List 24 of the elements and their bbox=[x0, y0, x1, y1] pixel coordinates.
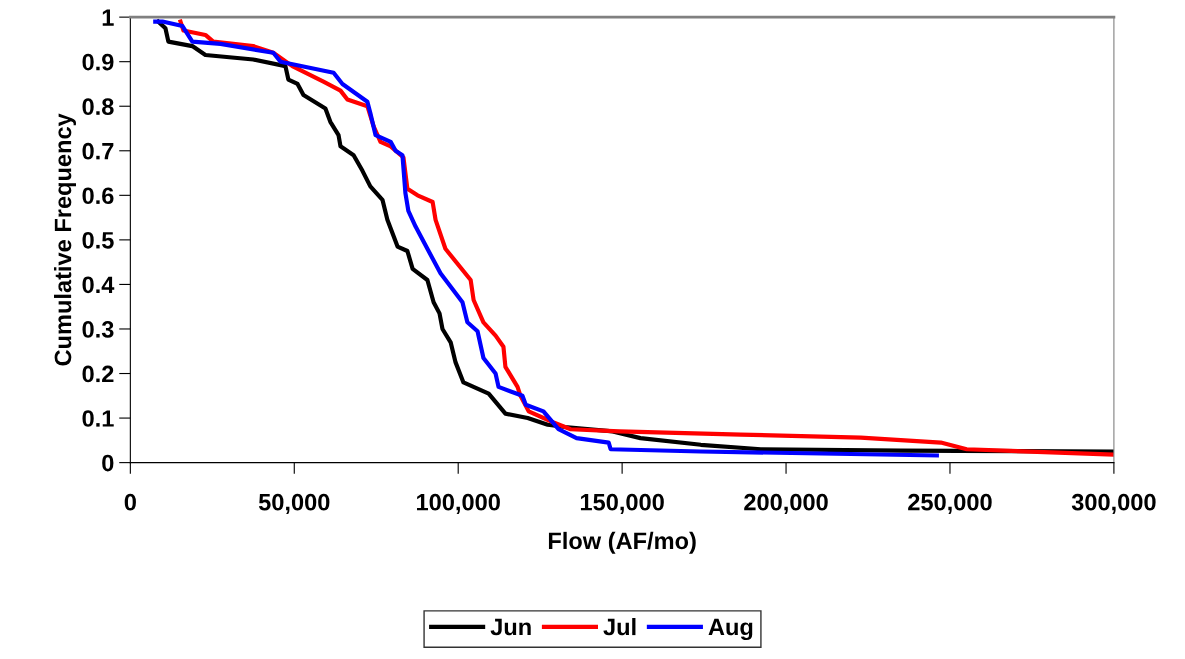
legend-label: Jul bbox=[603, 618, 636, 636]
y-tick-label: 0.3 bbox=[82, 321, 114, 338]
y-tick-label: 0.6 bbox=[82, 187, 114, 205]
y-tick-label: 0.1 bbox=[82, 410, 114, 427]
y-tick-label: 0.4 bbox=[82, 276, 115, 294]
y-tick-label: 0.5 bbox=[82, 231, 114, 249]
line-series bbox=[153, 19, 939, 458]
y-tick-label: 1 bbox=[102, 9, 114, 26]
y-tick-label: 0.7 bbox=[82, 142, 114, 160]
legend-label: Aug bbox=[708, 618, 753, 641]
legend-label: Jun bbox=[490, 618, 531, 636]
y-tick-label: 0.9 bbox=[82, 53, 114, 71]
y-tick-label: 0.2 bbox=[82, 365, 114, 383]
y-tick-label: 0 bbox=[102, 454, 114, 472]
x-tick-label: 300,000 bbox=[1071, 493, 1156, 514]
x-tick-label: 200,000 bbox=[744, 493, 828, 514]
x-tick-label: 250,000 bbox=[908, 493, 992, 514]
y-tick-label: 0.8 bbox=[82, 98, 114, 116]
y-axis-title: Cumulative Frequency bbox=[53, 113, 76, 366]
x-tick-label: 150,000 bbox=[580, 493, 664, 514]
x-tick-label: 0 bbox=[124, 493, 136, 511]
x-tick-label: 50,000 bbox=[258, 493, 330, 514]
x-tick-label: 100,000 bbox=[417, 493, 500, 514]
x-axis-title: Flow (AF/mo) bbox=[548, 531, 696, 554]
